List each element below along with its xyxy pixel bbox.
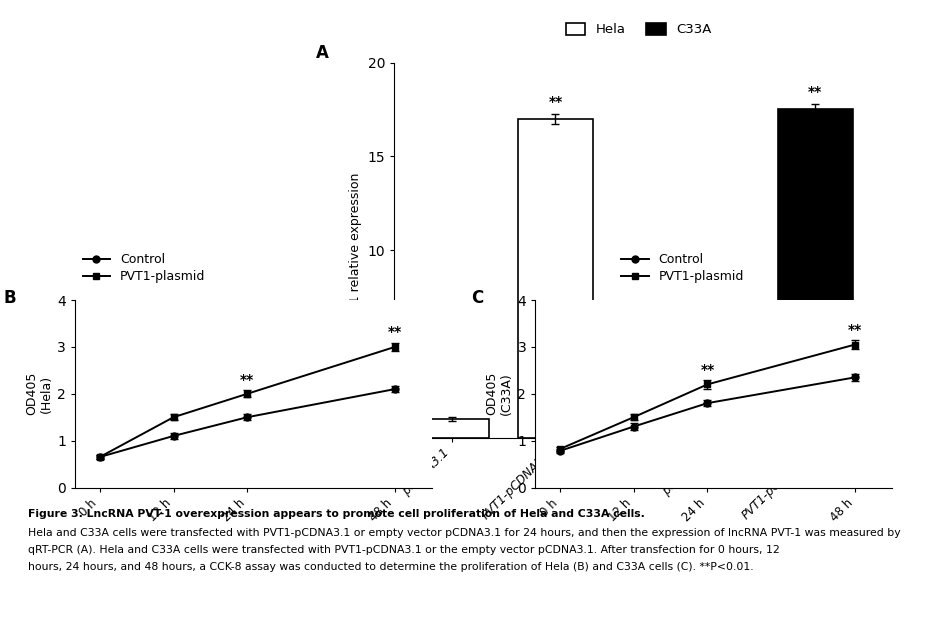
- Text: **: **: [240, 373, 254, 387]
- Text: Figure 3. LncRNA PVT-1 overexpression appears to promote cell proliferation of H: Figure 3. LncRNA PVT-1 overexpression ap…: [28, 509, 645, 519]
- Bar: [414, 419, 489, 437]
- Text: hours, 24 hours, and 48 hours, a CCK-8 assay was conducted to determine the prol: hours, 24 hours, and 48 hours, a CCK-8 a…: [28, 562, 754, 572]
- Y-axis label: OD405
(C33A): OD405 (C33A): [485, 372, 513, 416]
- Y-axis label: PVT1 relative expression: PVT1 relative expression: [349, 173, 362, 328]
- Legend: Control, PVT1-plasmid: Control, PVT1-plasmid: [82, 252, 207, 284]
- Legend: Hela, C33A: Hela, C33A: [563, 21, 714, 39]
- Text: **: **: [388, 326, 402, 339]
- Bar: [674, 417, 748, 437]
- Bar: [518, 119, 593, 438]
- Text: B: B: [4, 289, 16, 307]
- Text: **: **: [700, 363, 715, 377]
- Text: **: **: [808, 86, 823, 99]
- Text: A: A: [316, 44, 330, 62]
- Legend: Control, PVT1-plasmid: Control, PVT1-plasmid: [620, 252, 746, 284]
- Text: **: **: [848, 323, 862, 337]
- Text: C: C: [471, 289, 484, 307]
- Text: Hela and C33A cells were transfected with PVT1-pCDNA3.1 or empty vector pCDNA3.1: Hela and C33A cells were transfected wit…: [28, 528, 901, 538]
- Y-axis label: OD405
(Hela): OD405 (Hela): [25, 372, 53, 416]
- Text: **: **: [548, 95, 562, 109]
- Bar: [777, 109, 853, 437]
- Text: qRT-PCR (A). Hela and C33A cells were transfected with PVT1-pCDNA3.1 or the empt: qRT-PCR (A). Hela and C33A cells were tr…: [28, 545, 780, 555]
